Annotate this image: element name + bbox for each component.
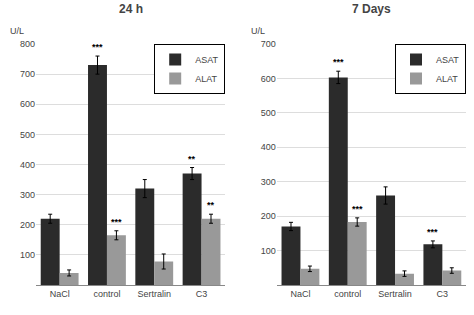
svg-text:100: 100	[261, 246, 276, 256]
svg-text:400: 400	[20, 160, 35, 170]
svg-text:***: ***	[352, 204, 363, 214]
svg-text:***: ***	[333, 57, 344, 67]
svg-text:ALAT: ALAT	[436, 74, 458, 84]
svg-text:control: control	[334, 289, 361, 299]
svg-text:***: ***	[427, 227, 438, 237]
svg-text:500: 500	[261, 108, 276, 118]
svg-text:100: 100	[20, 250, 35, 260]
svg-text:ASAT: ASAT	[436, 55, 459, 65]
svg-text:300: 300	[261, 177, 276, 187]
svg-text:C3: C3	[196, 289, 208, 299]
svg-text:Sertralin: Sertralin	[137, 289, 171, 299]
svg-text:700: 700	[20, 69, 35, 79]
svg-text:7 Days: 7 Days	[352, 2, 391, 16]
svg-text:U/L: U/L	[251, 26, 265, 36]
svg-text:300: 300	[20, 190, 35, 200]
svg-text:NaCl: NaCl	[50, 289, 70, 299]
svg-text:700: 700	[261, 39, 276, 49]
svg-text:600: 600	[261, 74, 276, 84]
svg-text:600: 600	[20, 99, 35, 109]
svg-text:200: 200	[261, 211, 276, 221]
svg-text:400: 400	[261, 142, 276, 152]
svg-text:ASAT: ASAT	[195, 55, 218, 65]
svg-text:Sertralin: Sertralin	[378, 289, 412, 299]
svg-text:NaCl: NaCl	[290, 289, 310, 299]
svg-text:ALAT: ALAT	[195, 74, 217, 84]
svg-text:**: **	[188, 154, 196, 164]
svg-text:24 h: 24 h	[119, 2, 143, 16]
svg-text:***: ***	[111, 217, 122, 227]
svg-text:C3: C3	[437, 289, 449, 299]
svg-text:200: 200	[20, 220, 35, 230]
svg-text:500: 500	[20, 130, 35, 140]
svg-text:U/L: U/L	[10, 26, 24, 36]
svg-text:***: ***	[92, 42, 103, 52]
svg-text:control: control	[93, 289, 120, 299]
svg-text:800: 800	[20, 39, 35, 49]
svg-text:**: **	[207, 200, 215, 210]
